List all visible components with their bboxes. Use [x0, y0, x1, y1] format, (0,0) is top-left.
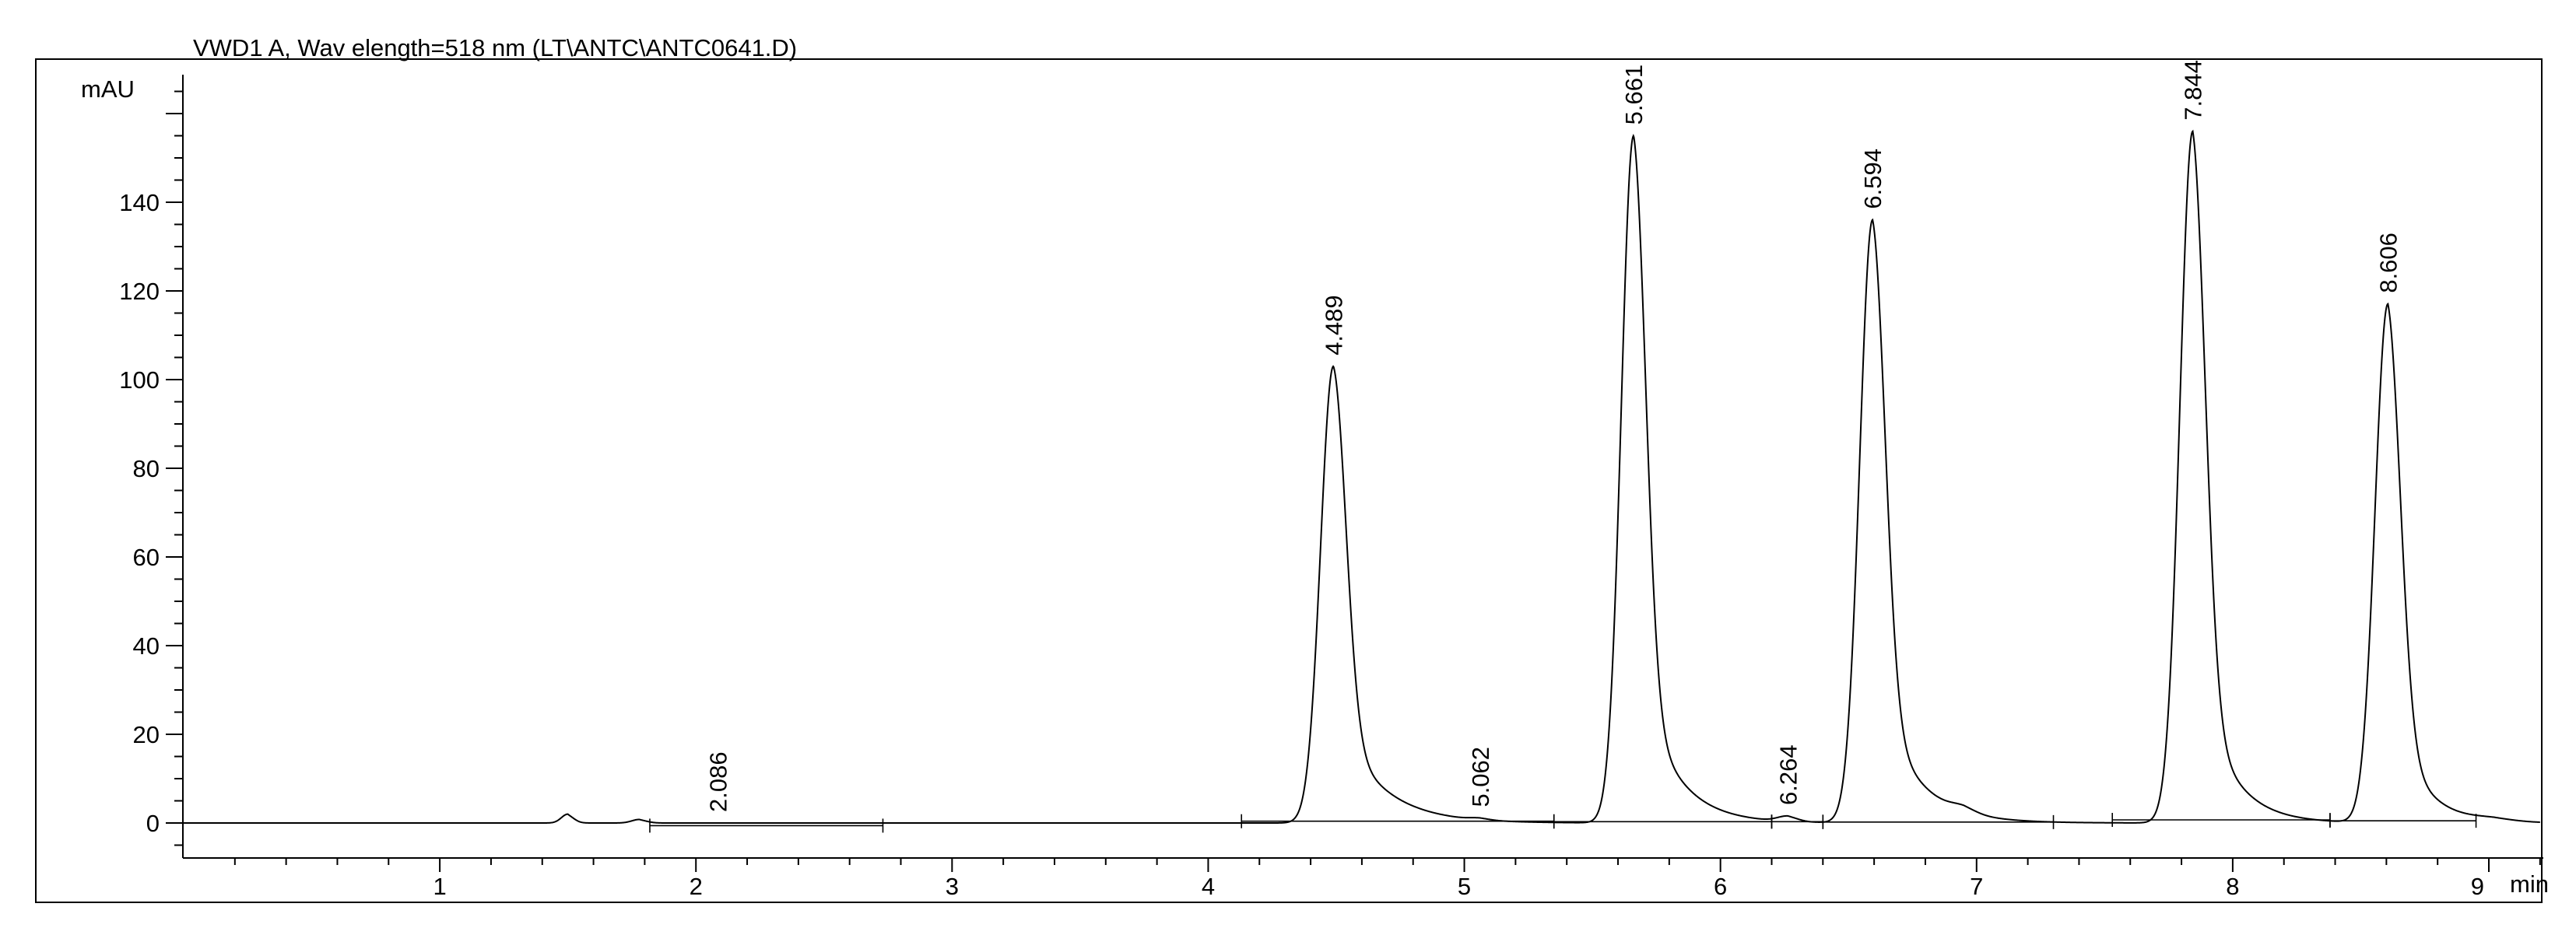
- peak-labels: 2.086 4.489 5.062 5.661 6.264 6.594 7.844 8.606: [705, 60, 2402, 812]
- x-tick-label: 5: [1458, 873, 1471, 900]
- x-tick-label: 3: [946, 873, 959, 900]
- peak-label: 7.844: [2179, 60, 2206, 121]
- x-tick-label: 7: [1970, 873, 1983, 900]
- peak-label: 6.594: [1859, 149, 1886, 209]
- y-tick-label: 140: [119, 189, 160, 216]
- y-axis-label: mAU: [81, 75, 135, 103]
- x-tick-label: 8: [2226, 873, 2239, 900]
- x-tick-label: 6: [1714, 873, 1727, 900]
- peak-label: 4.489: [1320, 295, 1347, 355]
- y-tick-label: 100: [119, 366, 160, 394]
- peak-label: 2.086: [705, 751, 732, 812]
- y-tick-label: 40: [133, 632, 160, 660]
- axes: [182, 75, 2543, 859]
- signal-trace: [184, 129, 2540, 824]
- chart-frame: [35, 58, 2543, 903]
- series-layer: [184, 129, 2540, 824]
- tick-marks: 0 20 40 60 80 100 120 140 1 2 3 4 5 6 7 8 9: [119, 90, 2541, 900]
- x-tick-label: 9: [2471, 873, 2484, 900]
- x-tick-label: 2: [690, 873, 703, 900]
- peak-label: 5.661: [1620, 65, 1648, 125]
- x-axis-label: min: [2510, 870, 2549, 898]
- peak-label: 8.606: [2374, 233, 2402, 293]
- x-tick-label: 4: [1202, 873, 1215, 900]
- x-tick-label: 1: [433, 873, 446, 900]
- peak-label: 6.264: [1775, 744, 1802, 805]
- y-tick-label: 60: [133, 544, 160, 571]
- peak-label: 5.062: [1467, 747, 1494, 807]
- chart-title: VWD1 A, Wav elength=518 nm (LT\ANTC\ANTC…: [193, 34, 797, 61]
- y-tick-label: 20: [133, 721, 160, 748]
- y-tick-label: 80: [133, 455, 160, 482]
- y-tick-label: 120: [119, 278, 160, 305]
- y-tick-label: 0: [146, 810, 160, 837]
